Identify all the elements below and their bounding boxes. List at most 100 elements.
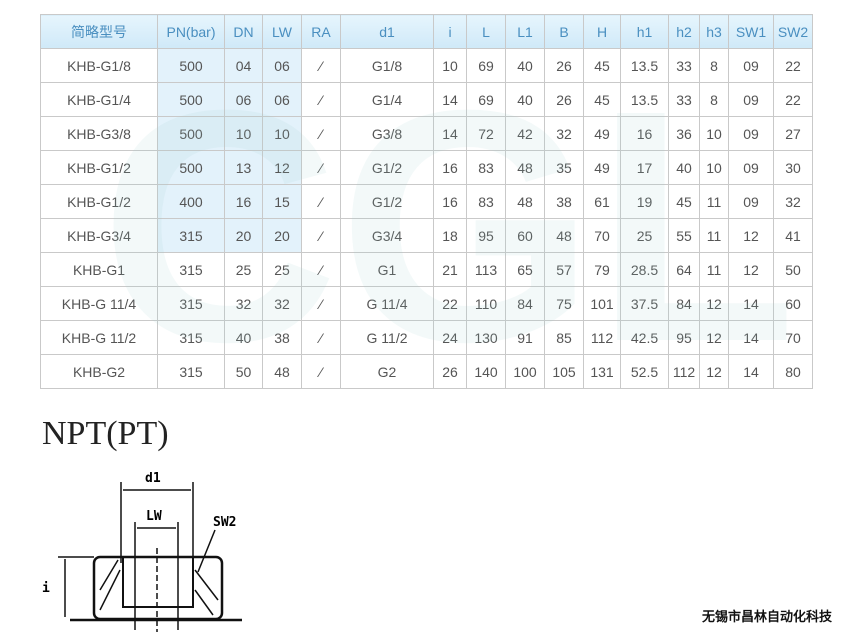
table-cell: KHB-G1/2	[40, 184, 158, 219]
table-cell: 315	[157, 320, 225, 355]
table-cell: ⁄	[301, 218, 341, 253]
table-cell: 16	[433, 150, 467, 185]
table-cell: 12	[262, 150, 302, 185]
table-cell: G 11/2	[340, 320, 434, 355]
column-header: SW1	[728, 14, 774, 49]
table-cell: 70	[773, 320, 813, 355]
table-cell: G1/2	[340, 184, 434, 219]
table-cell: 500	[157, 82, 225, 117]
table-cell: 61	[583, 184, 621, 219]
table-cell: 41	[773, 218, 813, 253]
table-cell: ⁄	[301, 320, 341, 355]
table-cell: 12	[728, 218, 774, 253]
table-cell: 11	[699, 218, 729, 253]
table-cell: KHB-G2	[40, 354, 158, 389]
table-row: KHB-G3/4 315 20 20 ⁄ G3/4 18 95 60 48 70 25 55 11 12 41	[40, 218, 813, 253]
table-row: KHB-G 11/4 315 32 32 ⁄ G 11/4 22 110 84 75 101 37.5…	[40, 286, 813, 321]
table-cell: 12	[699, 286, 729, 321]
table-cell: 140	[466, 354, 506, 389]
section-title: NPT(PT)	[42, 415, 169, 452]
column-header: L	[466, 14, 506, 49]
table-cell: 25	[620, 218, 669, 253]
table-cell: 04	[224, 48, 263, 83]
table-row: KHB-G 11/2 315 40 38 ⁄ G 11/2 24 130 91 85 112 42.5…	[40, 320, 813, 355]
table-cell: ⁄	[301, 252, 341, 287]
table-cell: 42.5	[620, 320, 669, 355]
table-cell: 10	[699, 116, 729, 151]
table-cell: 06	[224, 82, 263, 117]
table-cell: 30	[773, 150, 813, 185]
table-cell: 16	[224, 184, 263, 219]
table-cell: ⁄	[301, 150, 341, 185]
table-cell: 79	[583, 252, 621, 287]
table-cell: G3/8	[340, 116, 434, 151]
table-cell: 12	[699, 354, 729, 389]
table-cell: 57	[544, 252, 584, 287]
table-row: KHB-G1/2 400 16 15 ⁄ G1/2 16 83 48 38 61 19 45 11 09 32	[40, 184, 813, 219]
table-cell: 48	[262, 354, 302, 389]
table-cell: G2	[340, 354, 434, 389]
table-cell: 105	[544, 354, 584, 389]
table-cell: 95	[668, 320, 700, 355]
table-cell: 18	[433, 218, 467, 253]
table-cell: 55	[668, 218, 700, 253]
table-cell: 38	[262, 320, 302, 355]
table-cell: ⁄	[301, 116, 341, 151]
table-cell: KHB-G1	[40, 252, 158, 287]
column-header: B	[544, 14, 584, 49]
table-cell: 45	[668, 184, 700, 219]
table-cell: 48	[544, 218, 584, 253]
column-header: L1	[505, 14, 545, 49]
table-cell: 75	[544, 286, 584, 321]
table-cell: 50	[773, 252, 813, 287]
table-cell: 8	[699, 48, 729, 83]
table-cell: 27	[773, 116, 813, 151]
table-cell: 10	[262, 116, 302, 151]
table-cell: 60	[773, 286, 813, 321]
table-cell: 19	[620, 184, 669, 219]
table-cell: 14	[433, 116, 467, 151]
table-cell: 45	[583, 48, 621, 83]
table-cell: 83	[466, 184, 506, 219]
table-cell: G 11/4	[340, 286, 434, 321]
table-cell: 110	[466, 286, 506, 321]
table-cell: 8	[699, 82, 729, 117]
table-cell: 91	[505, 320, 545, 355]
table-cell: 11	[699, 252, 729, 287]
table-cell: 32	[773, 184, 813, 219]
table-cell: 09	[728, 184, 774, 219]
table-cell: 06	[262, 82, 302, 117]
table-cell: 400	[157, 184, 225, 219]
table-cell: 40	[505, 82, 545, 117]
column-header: i	[433, 14, 467, 49]
table-cell: 315	[157, 354, 225, 389]
table-cell: 130	[466, 320, 506, 355]
table-cell: 84	[668, 286, 700, 321]
table-cell: 26	[433, 354, 467, 389]
table-cell: 37.5	[620, 286, 669, 321]
table-cell: 45	[583, 82, 621, 117]
table-cell: G3/4	[340, 218, 434, 253]
i-label: i	[42, 581, 50, 596]
table-cell: 112	[668, 354, 700, 389]
column-header: PN(bar)	[157, 14, 225, 49]
table-cell: 11	[699, 184, 729, 219]
table-cell: 500	[157, 116, 225, 151]
table-cell: 40	[668, 150, 700, 185]
table-cell: 14	[433, 82, 467, 117]
table-cell: 09	[728, 150, 774, 185]
table-cell: 315	[157, 252, 225, 287]
table-cell: 36	[668, 116, 700, 151]
table-row: KHB-G1 315 25 25 ⁄ G1 21 113 65 57 79 28.5 64 11 12 50	[40, 252, 813, 287]
table-cell: 42	[505, 116, 545, 151]
table-cell: ⁄	[301, 354, 341, 389]
table-cell: ⁄	[301, 286, 341, 321]
table-cell: 49	[583, 150, 621, 185]
table-cell: G1/4	[340, 82, 434, 117]
table-cell: ⁄	[301, 48, 341, 83]
table-cell: 315	[157, 286, 225, 321]
table-cell: 40	[505, 48, 545, 83]
table-cell: 06	[262, 48, 302, 83]
table-cell: 101	[583, 286, 621, 321]
